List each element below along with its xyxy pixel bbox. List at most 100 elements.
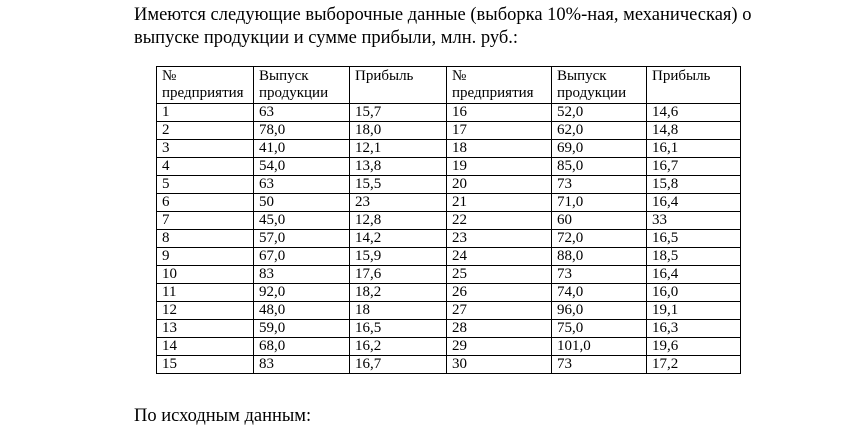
cell-profit: 15,8 [646, 175, 741, 194]
cell-enterprise-number: 13 [156, 319, 254, 338]
cell-profit: 14,2 [349, 229, 447, 248]
cell-profit: 16,4 [646, 193, 741, 212]
cell-output: 59,0 [253, 319, 350, 338]
cell-enterprise-number: 24 [446, 247, 552, 266]
cell-output: 73 [551, 355, 647, 374]
table-row: 14 68,0 16,2 29 101,0 19,6 [156, 337, 741, 356]
cell-output: 101,0 [551, 337, 647, 356]
header-output-2: Выпуск продукции [551, 66, 647, 104]
table-row: 12 48,0 18 27 96,0 19,1 [156, 301, 741, 320]
enterprise-data-table: № предприятия Выпуск продукции Прибыль №… [156, 66, 741, 374]
header-output-1: Выпуск продукции [253, 66, 350, 104]
cell-output: 71,0 [551, 193, 647, 212]
cell-output: 85,0 [551, 157, 647, 176]
cell-output: 60 [551, 211, 647, 230]
table-row: 1 63 15,7 16 52,0 14,6 [156, 103, 741, 122]
cell-profit: 17,6 [349, 265, 447, 284]
cell-enterprise-number: 4 [156, 157, 254, 176]
cell-enterprise-number: 29 [446, 337, 552, 356]
cell-profit: 12,8 [349, 211, 447, 230]
cell-profit: 16,7 [646, 157, 741, 176]
cell-enterprise-number: 22 [446, 211, 552, 230]
cell-profit: 15,5 [349, 175, 447, 194]
table-row: 15 83 16,7 30 73 17,2 [156, 355, 741, 374]
table-row: 4 54,0 13,8 19 85,0 16,7 [156, 157, 741, 176]
cell-enterprise-number: 10 [156, 265, 254, 284]
cell-profit: 18,2 [349, 283, 447, 302]
cell-enterprise-number: 7 [156, 211, 254, 230]
cell-output: 52,0 [551, 103, 647, 122]
cell-output: 75,0 [551, 319, 647, 338]
cell-enterprise-number: 2 [156, 121, 254, 140]
cell-enterprise-number: 14 [156, 337, 254, 356]
table-row: 11 92,0 18,2 26 74,0 16,0 [156, 283, 741, 302]
cell-output: 62,0 [551, 121, 647, 140]
table-header-row: № предприятия Выпуск продукции Прибыль №… [156, 66, 741, 104]
cell-enterprise-number: 26 [446, 283, 552, 302]
cell-enterprise-number: 3 [156, 139, 254, 158]
cell-profit: 16,2 [349, 337, 447, 356]
table-row: 9 67,0 15,9 24 88,0 18,5 [156, 247, 741, 266]
cell-enterprise-number: 9 [156, 247, 254, 266]
header-profit-1: Прибыль [349, 66, 447, 104]
cell-profit: 12,1 [349, 139, 447, 158]
cell-output: 63 [253, 175, 350, 194]
table-row: 8 57,0 14,2 23 72,0 16,5 [156, 229, 741, 248]
cell-profit: 17,2 [646, 355, 741, 374]
cell-output: 78,0 [253, 121, 350, 140]
cell-enterprise-number: 27 [446, 301, 552, 320]
cell-output: 73 [551, 175, 647, 194]
cell-profit: 16,1 [646, 139, 741, 158]
cell-enterprise-number: 21 [446, 193, 552, 212]
table-row: 13 59,0 16,5 28 75,0 16,3 [156, 319, 741, 338]
cell-output: 72,0 [551, 229, 647, 248]
cell-profit: 18,5 [646, 247, 741, 266]
cell-profit: 18,0 [349, 121, 447, 140]
header-enterprise-number-1: № предприятия [156, 66, 254, 104]
table-body: 1 63 15,7 16 52,0 14,6 2 78,0 18,0 17 62,0 14,8 3 41,… [156, 103, 741, 374]
cell-output: 88,0 [551, 247, 647, 266]
table-row: 2 78,0 18,0 17 62,0 14,8 [156, 121, 741, 140]
header-enterprise-number-2: № предприятия [446, 66, 552, 104]
cell-enterprise-number: 5 [156, 175, 254, 194]
cell-output: 54,0 [253, 157, 350, 176]
cell-enterprise-number: 30 [446, 355, 552, 374]
cell-enterprise-number: 1 [156, 103, 254, 122]
table-row: 10 83 17,6 25 73 16,4 [156, 265, 741, 284]
table-row: 6 50 23 21 71,0 16,4 [156, 193, 741, 212]
cell-profit: 15,9 [349, 247, 447, 266]
cell-profit: 16,5 [646, 229, 741, 248]
cell-profit: 14,8 [646, 121, 741, 140]
cell-output: 57,0 [253, 229, 350, 248]
cell-enterprise-number: 23 [446, 229, 552, 248]
cell-output: 74,0 [551, 283, 647, 302]
cell-output: 63 [253, 103, 350, 122]
cell-enterprise-number: 12 [156, 301, 254, 320]
cell-output: 83 [253, 265, 350, 284]
cell-profit: 16,5 [349, 319, 447, 338]
cell-profit: 16,7 [349, 355, 447, 374]
table-row: 7 45,0 12,8 22 60 33 [156, 211, 741, 230]
cell-enterprise-number: 11 [156, 283, 254, 302]
cell-enterprise-number: 19 [446, 157, 552, 176]
cell-profit: 15,7 [349, 103, 447, 122]
cell-profit: 19,1 [646, 301, 741, 320]
cell-profit: 33 [646, 211, 741, 230]
header-profit-2: Прибыль [646, 66, 741, 104]
cell-output: 73 [551, 265, 647, 284]
cell-profit: 18 [349, 301, 447, 320]
cell-output: 83 [253, 355, 350, 374]
cell-output: 67,0 [253, 247, 350, 266]
cell-enterprise-number: 6 [156, 193, 254, 212]
cell-profit: 13,8 [349, 157, 447, 176]
table-row: 3 41,0 12,1 18 69,0 16,1 [156, 139, 741, 158]
cell-output: 92,0 [253, 283, 350, 302]
outro-paragraph: По исходным данным: [134, 406, 312, 426]
cell-output: 50 [253, 193, 350, 212]
cell-profit: 16,3 [646, 319, 741, 338]
cell-output: 68,0 [253, 337, 350, 356]
cell-output: 69,0 [551, 139, 647, 158]
table-row: 5 63 15,5 20 73 15,8 [156, 175, 741, 194]
cell-profit: 16,0 [646, 283, 741, 302]
cell-enterprise-number: 28 [446, 319, 552, 338]
